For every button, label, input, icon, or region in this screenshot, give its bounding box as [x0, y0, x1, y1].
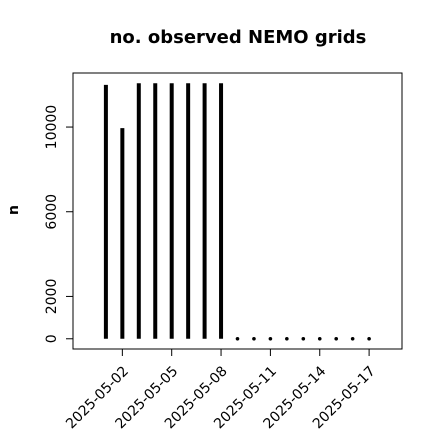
- chart-title: no. observed NEMO grids: [110, 27, 367, 48]
- bar: [367, 336, 371, 341]
- y-tick-label: 2000: [44, 279, 60, 315]
- bar: [235, 336, 240, 341]
- y-tick-label: 10000: [44, 105, 60, 150]
- y-tick-label: 0: [44, 334, 60, 343]
- bar: [285, 336, 289, 341]
- bar: [317, 336, 322, 341]
- bar: [252, 336, 256, 341]
- bar: [301, 336, 306, 341]
- y-axis-label: n: [6, 205, 22, 215]
- bar: [350, 336, 355, 341]
- plot-frame: [72, 72, 403, 350]
- bar: [334, 336, 339, 341]
- y-tick-label: 6000: [44, 194, 60, 230]
- bar: [268, 336, 273, 341]
